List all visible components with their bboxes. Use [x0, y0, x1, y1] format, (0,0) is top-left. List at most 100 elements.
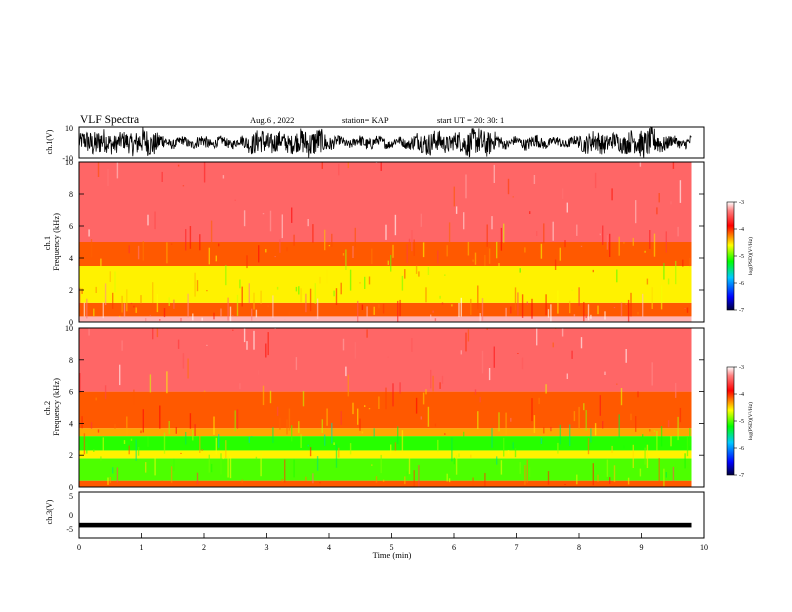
spectrogram-streak — [498, 412, 500, 432]
ch1-frequency-label: Frequency (kHz) — [51, 213, 61, 271]
spectrogram-streak — [557, 442, 559, 454]
spectrogram-streak — [104, 385, 107, 400]
spectrogram-streak — [627, 477, 630, 485]
spectrogram-streak — [293, 234, 295, 246]
spectrogram-streak — [390, 255, 392, 272]
colorbar-tick-label: -6 — [739, 446, 744, 452]
spectrogram-streak — [126, 289, 128, 312]
spectrogram-band — [79, 480, 692, 487]
spectrogram-streak — [437, 250, 439, 264]
spectrogram-streak — [533, 415, 536, 433]
spectrogram-streak — [246, 255, 248, 269]
spectrogram-streak — [382, 479, 385, 482]
spectrogram-streak — [632, 444, 634, 468]
ch2-spectrogram-image — [79, 328, 692, 487]
spectrogram-streak — [427, 267, 430, 275]
spectrogram-streak — [526, 459, 528, 483]
spectrogram-streak — [281, 478, 283, 482]
spectrogram-streak — [260, 452, 262, 477]
spectrogram-streak — [335, 288, 338, 305]
spectrogram-ytick-label: 0 — [69, 318, 73, 327]
spectrogram-streak — [411, 230, 413, 252]
spectrogram-streak — [229, 456, 232, 479]
spectrogram-streak — [521, 294, 524, 318]
spectrogram-streak — [399, 382, 401, 394]
spectrogram-streak — [427, 406, 430, 427]
spectrogram-streak — [453, 457, 455, 465]
spectrogram-streak — [630, 292, 632, 317]
spectrogram-streak — [222, 456, 225, 460]
spectrogram-ytick-label: 0 — [69, 483, 73, 492]
spectrogram-streak — [192, 429, 194, 441]
spectrogram-streak — [314, 450, 316, 452]
spectrogram-band — [79, 428, 692, 437]
spectrogram-streak — [95, 286, 97, 293]
spectrogram-streak — [161, 480, 163, 484]
spectrogram-streak — [340, 282, 342, 295]
spectrogram-streak — [312, 473, 314, 484]
spectrogram-streak — [295, 286, 298, 292]
spectrogram-streak — [592, 269, 594, 273]
spectrogram-streak — [128, 245, 130, 254]
spectrogram-streak — [467, 329, 470, 342]
spectrogram-streak — [656, 431, 658, 451]
spectrogram-streak — [79, 373, 81, 394]
spectrogram-streak — [529, 467, 531, 477]
spectrogram-streak — [90, 422, 93, 429]
time-axis-ticks: 0 1 2 3 4 5 6 7 8 9 10 — [77, 533, 708, 552]
spectrogram-streak — [100, 258, 102, 267]
spectrogram-streak — [88, 229, 90, 237]
spectrogram-streak — [672, 162, 675, 169]
ch2-colorbar-ticks: -3 -4 -5 -6 -7 — [734, 365, 744, 479]
start-ut-label: start UT = 20: 30: 1 — [437, 115, 504, 125]
spectrogram-streak — [349, 443, 352, 455]
ch1-waveform-trace — [78, 126, 692, 158]
station-label: station= KAP — [342, 115, 389, 125]
spectrogram-streak — [102, 437, 104, 451]
spectrogram-streak — [251, 436, 253, 438]
spectrogram-streak — [258, 370, 260, 375]
spectrogram-streak — [394, 442, 397, 451]
spectrogram-streak — [397, 300, 399, 322]
spectrogram-streak — [686, 436, 689, 457]
spectrogram-streak — [123, 303, 126, 318]
spectrogram-streak — [632, 237, 634, 246]
spectrogram-streak — [324, 434, 326, 446]
spectrogram-streak — [538, 162, 540, 170]
spectrogram-streak — [342, 338, 345, 351]
spectrogram-streak — [465, 332, 467, 352]
date-label: Aug.6 , 2022 — [250, 115, 294, 125]
spectrogram-streak — [86, 298, 88, 319]
spectrogram-streak — [83, 302, 86, 317]
spectrogram-streak — [458, 453, 460, 458]
spectrogram-streak — [241, 286, 243, 307]
spectrogram-streak — [324, 229, 326, 251]
spectrogram-ytick-label: 8 — [69, 356, 73, 365]
spectrogram-streak — [192, 313, 194, 321]
spectrogram-streak — [585, 410, 587, 431]
ch1-channel-name: ch.1 — [42, 236, 52, 250]
spectrogram-streak — [576, 474, 578, 485]
spectrogram-streak — [234, 410, 236, 432]
spectrogram-streak — [505, 307, 507, 321]
spectrogram-streak — [147, 214, 149, 226]
spectrogram-streak — [392, 383, 394, 407]
spectrogram-streak — [326, 269, 328, 284]
spectrogram-streak — [345, 366, 347, 377]
spectrogram-streak — [335, 444, 338, 468]
spectrogram-streak — [364, 276, 366, 289]
spectrogram-streak — [590, 314, 592, 319]
spectrogram-streak — [434, 423, 437, 427]
spectrogram-streak — [349, 269, 352, 291]
spectrogram-streak — [159, 319, 161, 321]
spectrogram-streak — [397, 426, 399, 444]
spectrogram-streak — [689, 258, 691, 267]
spectrogram-streak — [432, 310, 434, 313]
spectrogram-streak — [401, 430, 404, 453]
spectrogram-streak — [583, 302, 585, 322]
spectrogram-streak — [102, 302, 104, 319]
spectrogram-streak — [571, 350, 573, 359]
spectrogram-streak — [524, 247, 526, 253]
spectrogram-streak — [564, 240, 566, 248]
spectrogram-streak — [279, 239, 281, 253]
